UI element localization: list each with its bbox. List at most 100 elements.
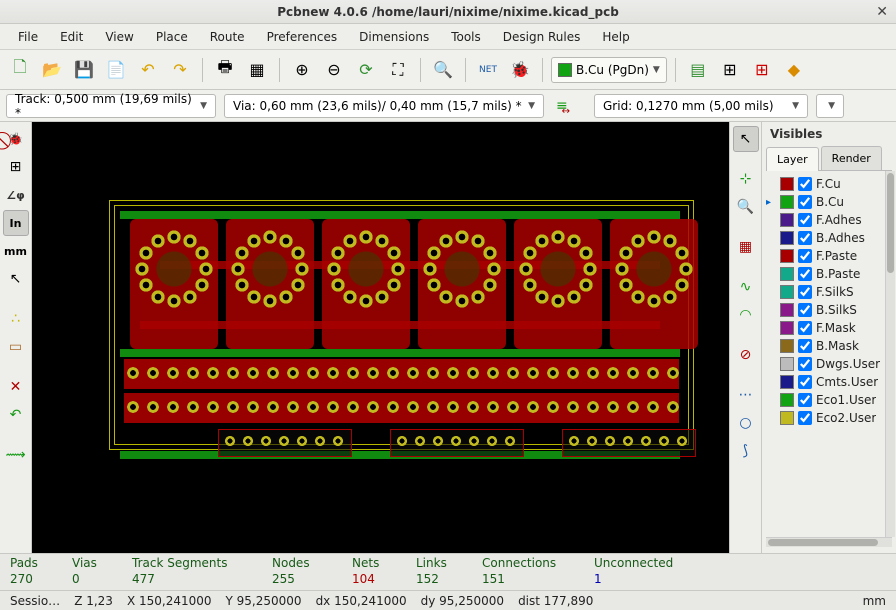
layer-row[interactable]: F.Adhes	[766, 211, 892, 229]
canvas-area[interactable]	[32, 122, 729, 553]
zoom-in-icon[interactable]: ⊕	[288, 56, 316, 84]
polar-icon[interactable]: ∠φ	[3, 182, 29, 208]
net-icon[interactable]: ⊹	[733, 166, 759, 192]
layer-swatch[interactable]	[780, 303, 794, 317]
layer-row[interactable]: F.Mask	[766, 319, 892, 337]
drc-icon[interactable]: 🐞	[506, 56, 534, 84]
auto-icon[interactable]: ▤	[684, 56, 712, 84]
layer-checkbox[interactable]	[798, 321, 812, 335]
track-combo[interactable]: Track: 0,500 mm (19,69 mils) *▼	[6, 94, 216, 118]
layer-dropdown[interactable]: B.Cu (PgDn)▼	[551, 57, 667, 83]
tab-layer[interactable]: Layer	[766, 147, 819, 171]
redo-icon[interactable]: ↷	[166, 56, 194, 84]
layer-swatch[interactable]	[780, 339, 794, 353]
cursor-icon[interactable]: ↖	[3, 266, 29, 292]
autowidth-icon[interactable]: ≡↔	[552, 92, 580, 120]
layer-swatch[interactable]	[780, 231, 794, 245]
grid1-icon[interactable]: ⊞	[716, 56, 744, 84]
layer-checkbox[interactable]	[798, 195, 812, 209]
scrollbar-vertical[interactable]	[885, 171, 895, 537]
line-icon[interactable]: ∿	[733, 274, 759, 300]
layer-row[interactable]: F.SilkS	[766, 283, 892, 301]
layer-checkbox[interactable]	[798, 249, 812, 263]
layer-swatch[interactable]	[780, 195, 794, 209]
layer-checkbox[interactable]	[798, 267, 812, 281]
menu-edit[interactable]: Edit	[50, 27, 93, 47]
net-icon[interactable]: NET	[474, 56, 502, 84]
print-icon[interactable]: 🖶	[211, 56, 239, 84]
layer-swatch[interactable]	[780, 357, 794, 371]
footprint-icon[interactable]: ▭	[3, 334, 29, 360]
layer-list[interactable]: F.Cu▸B.CuF.AdhesB.AdhesF.PasteB.PasteF.S…	[762, 171, 896, 537]
find-icon[interactable]: 🔍	[429, 56, 457, 84]
layer-swatch[interactable]	[780, 285, 794, 299]
via-combo[interactable]: Via: 0,60 mm (23,6 mils)/ 0,40 mm (15,7 …	[224, 94, 544, 118]
layer-checkbox[interactable]	[798, 303, 812, 317]
layer-row[interactable]: Cmts.User	[766, 373, 892, 391]
zoom-combo[interactable]: ▼	[816, 94, 844, 118]
layer-swatch[interactable]	[780, 267, 794, 281]
grid-icon[interactable]: ⊞	[3, 154, 29, 180]
layer-checkbox[interactable]	[798, 285, 812, 299]
menu-help[interactable]: Help	[592, 27, 639, 47]
layer-checkbox[interactable]	[798, 177, 812, 191]
plot-icon[interactable]: ▦	[243, 56, 271, 84]
grid-combo[interactable]: Grid: 0,1270 mm (5,00 mils)▼	[594, 94, 808, 118]
menu-dimensions[interactable]: Dimensions	[349, 27, 439, 47]
layer-row[interactable]: B.SilkS	[766, 301, 892, 319]
grid2-icon[interactable]: ⊞	[748, 56, 776, 84]
layer-swatch[interactable]	[780, 375, 794, 389]
layer-swatch[interactable]	[780, 411, 794, 425]
layer-checkbox[interactable]	[798, 411, 812, 425]
arc-icon[interactable]: ◠	[733, 302, 759, 328]
mm-icon[interactable]: mm	[3, 238, 29, 264]
curve-icon[interactable]: ⟆	[733, 438, 759, 464]
menu-preferences[interactable]: Preferences	[257, 27, 348, 47]
layer-row[interactable]: ▸B.Cu	[766, 193, 892, 211]
refresh-icon[interactable]: ⟳	[352, 56, 380, 84]
circle-icon[interactable]: ○	[733, 410, 759, 436]
layer-swatch[interactable]	[780, 321, 794, 335]
undo-icon[interactable]: ↶	[134, 56, 162, 84]
tab-render[interactable]: Render	[821, 146, 882, 170]
layer-row[interactable]: Eco2.User	[766, 409, 892, 427]
in-icon[interactable]: In	[3, 210, 29, 236]
menu-design-rules[interactable]: Design Rules	[493, 27, 591, 47]
layer-checkbox[interactable]	[798, 357, 812, 371]
layer-swatch[interactable]	[780, 393, 794, 407]
open-icon[interactable]: 📂	[38, 56, 66, 84]
pcb-canvas[interactable]	[32, 122, 729, 553]
ratsnest-icon[interactable]: ∴	[3, 306, 29, 332]
dotline-icon[interactable]: ⋯	[733, 382, 759, 408]
layer-row[interactable]: F.Paste	[766, 247, 892, 265]
scroll-thumb[interactable]	[768, 539, 878, 546]
save-icon[interactable]: 💾	[70, 56, 98, 84]
scrollbar-horizontal[interactable]	[766, 537, 892, 547]
layer-checkbox[interactable]	[798, 375, 812, 389]
nofill-icon[interactable]: ⊘	[733, 342, 759, 368]
route-icon[interactable]: ⟿	[3, 442, 29, 468]
layer-checkbox[interactable]	[798, 339, 812, 353]
menu-place[interactable]: Place	[146, 27, 198, 47]
layer-row[interactable]: F.Cu	[766, 175, 892, 193]
menu-route[interactable]: Route	[200, 27, 255, 47]
menu-file[interactable]: File	[8, 27, 48, 47]
layer-checkbox[interactable]	[798, 393, 812, 407]
layer-row[interactable]: B.Adhes	[766, 229, 892, 247]
turn-icon[interactable]: ↶	[3, 402, 29, 428]
new-icon[interactable]: 🗋	[6, 56, 34, 84]
layer-swatch[interactable]	[780, 177, 794, 191]
layer-swatch[interactable]	[780, 213, 794, 227]
arrow-icon[interactable]: ↖	[733, 126, 759, 152]
layer-row[interactable]: Eco1.User	[766, 391, 892, 409]
scroll-thumb[interactable]	[887, 173, 894, 273]
script-icon[interactable]: ◆	[780, 56, 808, 84]
zoom-out-icon[interactable]: ⊖	[320, 56, 348, 84]
fit-icon[interactable]: ⛶	[384, 56, 412, 84]
menu-tools[interactable]: Tools	[441, 27, 491, 47]
layer-row[interactable]: B.Mask	[766, 337, 892, 355]
nodrc-icon[interactable]: 🐞⃠	[3, 126, 29, 152]
inspect-icon[interactable]: 🔍	[733, 194, 759, 220]
layer-checkbox[interactable]	[798, 231, 812, 245]
layer-row[interactable]: B.Paste	[766, 265, 892, 283]
